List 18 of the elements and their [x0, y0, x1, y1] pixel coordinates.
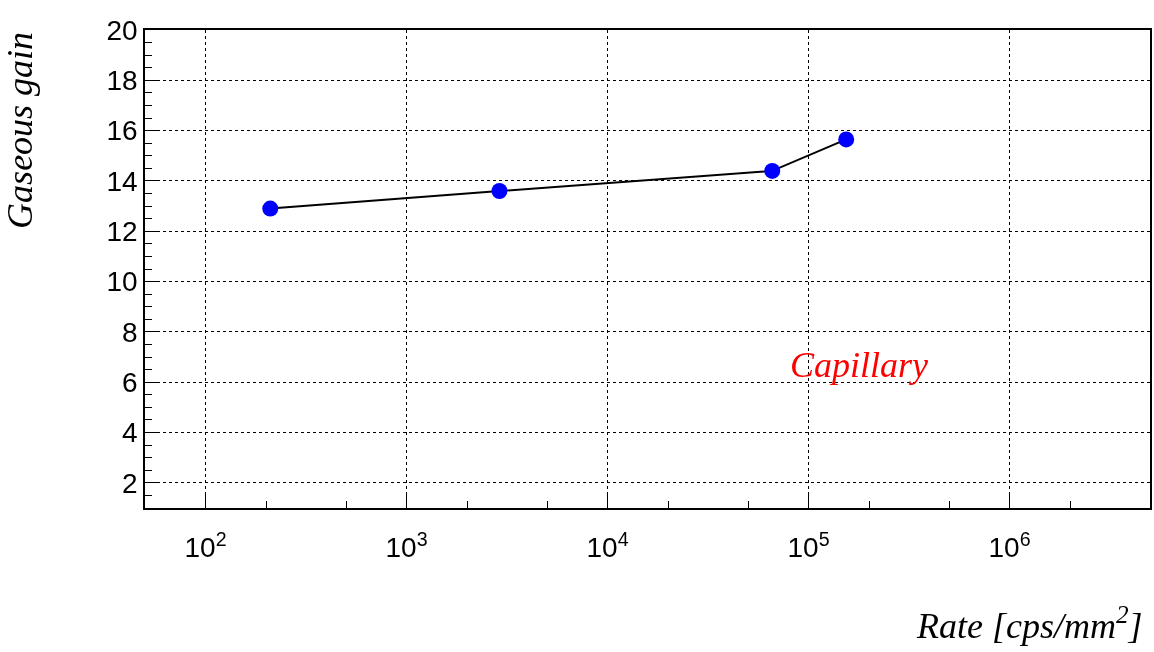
- y-tick-label: 16: [106, 115, 138, 147]
- annotation: Capillary: [790, 345, 929, 385]
- x-axis-title: Rate [cps/mm$^{2}$]: [916, 601, 1143, 647]
- x-tick-label: 10$^{4}$: [586, 527, 629, 564]
- y-tick-label: 8: [122, 316, 138, 348]
- y-tick-label: 12: [106, 216, 138, 248]
- y-tick-label: 18: [106, 65, 138, 97]
- x-tick-label: 10$^{2}$: [184, 527, 227, 564]
- y-tick-label: 10: [106, 266, 138, 298]
- y-axis-title: Gaseous gain: [0, 31, 40, 229]
- y-tick-label: 2: [122, 467, 138, 499]
- y-tick-label: 14: [106, 165, 138, 197]
- y-tick-label: 6: [122, 367, 138, 399]
- x-tick-label: 10$^{3}$: [385, 527, 428, 564]
- y-tick-label: 4: [122, 417, 138, 449]
- x-tick-label: 10$^{5}$: [787, 527, 830, 564]
- x-tick-label: 10$^{6}$: [988, 527, 1031, 564]
- y-tick-label: 20: [106, 14, 138, 46]
